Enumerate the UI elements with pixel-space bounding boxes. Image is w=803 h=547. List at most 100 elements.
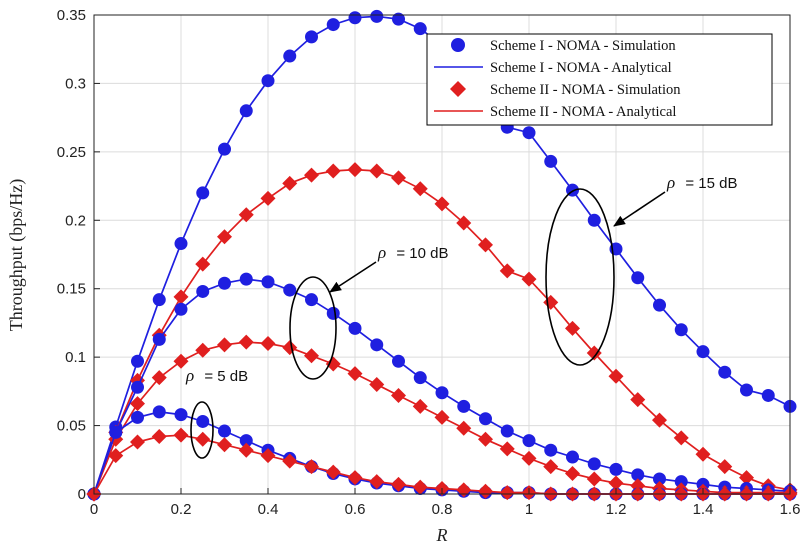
- x-tick-label: 0.8: [432, 501, 453, 518]
- legend-diamond-marker: [450, 81, 466, 97]
- simulation-point: [478, 237, 493, 253]
- simulation-point: [544, 443, 558, 457]
- simulation-point: [196, 186, 210, 200]
- y-tick-label: 0.1: [65, 349, 86, 366]
- simulation-point: [674, 475, 688, 489]
- y-tick-label: 0.3: [65, 75, 86, 92]
- simulation-point: [152, 405, 166, 419]
- plot-frame: [93, 14, 791, 495]
- simulation-point: [108, 448, 124, 464]
- simulation-point: [239, 272, 253, 286]
- simulation-point: [282, 453, 298, 469]
- simulation-point: [348, 321, 362, 335]
- simulation-point: [499, 263, 515, 279]
- annotation-label-10: ρ = 10 dB: [377, 243, 448, 262]
- legend-entry: Scheme II - NOMA - Simulation: [450, 81, 681, 98]
- simulation-point: [456, 215, 472, 231]
- simulation-point: [609, 462, 623, 476]
- simulation-point: [131, 410, 144, 424]
- simulation-point: [696, 345, 710, 359]
- simulation-point: [304, 167, 319, 183]
- simulation-point: [260, 190, 276, 206]
- legend-box: [426, 33, 773, 126]
- simulation-point: [586, 345, 602, 361]
- simulation-point: [217, 337, 232, 353]
- simulation-point: [369, 163, 385, 179]
- simulation-point: [565, 465, 580, 481]
- simulation-point: [370, 9, 384, 23]
- simulation-point: [479, 412, 492, 426]
- simulation-point: [587, 457, 601, 471]
- simulation-point: [587, 213, 601, 227]
- simulation-point: [218, 276, 231, 290]
- annotation-arrow-10: [329, 261, 377, 293]
- x-tick-label: 0: [90, 501, 98, 518]
- simulation-point: [412, 398, 428, 414]
- simulation-point: [130, 396, 145, 412]
- y-tick-label: 0.05: [57, 418, 86, 435]
- x-tick-label: 0.4: [258, 501, 279, 518]
- simulation-point: [174, 302, 188, 316]
- simulation-point: [412, 181, 428, 197]
- simulation-point: [586, 471, 602, 487]
- simulation-point: [261, 275, 275, 289]
- legend: Scheme I - NOMA - Simulation Scheme I - …: [426, 33, 773, 126]
- simulation-point: [652, 412, 667, 428]
- y-axis-title: Throughput (bps/Hz): [6, 179, 27, 331]
- simulation-point: [260, 335, 276, 351]
- x-axis-title: R: [436, 525, 448, 545]
- simulation-point: [674, 323, 688, 337]
- simulation-point: [174, 237, 188, 251]
- simulation-point: [543, 459, 559, 475]
- simulation-point: [151, 429, 167, 445]
- annotation-ellipse-15: [545, 188, 615, 366]
- axes: [93, 14, 791, 495]
- legend-entry: Scheme I - NOMA - Analytical: [434, 60, 672, 76]
- simulation-point: [325, 356, 341, 372]
- simulation-point: [152, 293, 166, 307]
- simulation-point: [130, 434, 145, 450]
- simulation-point: [218, 142, 231, 156]
- y-tick-label: 0.15: [57, 281, 86, 298]
- simulation-point: [457, 399, 471, 413]
- simulation-point: [653, 472, 666, 486]
- simulation-point: [608, 475, 624, 491]
- simulation-point: [499, 485, 515, 501]
- simulation-point: [478, 483, 493, 499]
- simulation-point: [109, 425, 123, 439]
- x-tick-label: 1: [525, 501, 533, 518]
- simulation-point: [347, 366, 363, 382]
- simulation-point: [195, 342, 211, 358]
- tick-labels: 0 0.2 0.4 0.6 0.8 1 1.2 1.4 1.6 0 0.05 0.1 0.15 0.2 0.…: [57, 7, 801, 518]
- simulation-point: [283, 283, 297, 297]
- simulation-point: [544, 154, 558, 168]
- y-tick-label: 0.35: [57, 7, 86, 24]
- simulation-point: [304, 348, 319, 364]
- simulation-point: [196, 414, 210, 428]
- annotation-label-15: ρ = 15 dB: [666, 173, 737, 192]
- annotation-ellipse-5: [190, 401, 214, 459]
- simulation-point: [131, 380, 144, 394]
- simulation-point: [391, 476, 406, 492]
- simulation-point: [304, 459, 319, 475]
- annotation-rho-10: ρ = 10 dB: [289, 243, 448, 380]
- simulation-point: [521, 450, 537, 466]
- simulation-point: [478, 431, 493, 447]
- simulation-point: [695, 446, 711, 462]
- simulation-point: [261, 74, 275, 88]
- y-tick-label: 0: [78, 486, 86, 503]
- simulation-point: [566, 450, 579, 464]
- simulation-point: [282, 340, 298, 356]
- simulation-point: [631, 271, 645, 285]
- x-tick-label: 1.2: [606, 501, 627, 518]
- simulation-point: [305, 30, 318, 44]
- simulation-point: [305, 293, 318, 307]
- annotation-ellipse-10: [289, 276, 337, 380]
- annotation-arrow-15: [613, 191, 666, 227]
- simulation-point: [413, 22, 427, 36]
- legend-label: Scheme I - NOMA - Simulation: [490, 38, 676, 54]
- simulation-point: [500, 424, 514, 438]
- simulation-point: [761, 388, 775, 402]
- legend-entry: Scheme I - NOMA - Simulation: [451, 38, 676, 54]
- simulation-point: [522, 434, 536, 448]
